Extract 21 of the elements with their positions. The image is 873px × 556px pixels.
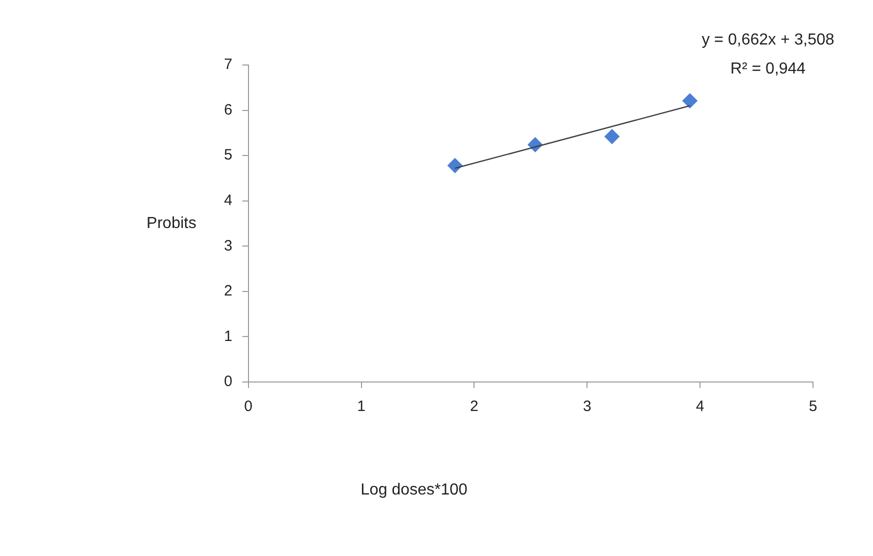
text: y = 0,662x + 3,508 <box>702 31 834 48</box>
y-tick-label: 2 <box>224 282 232 300</box>
x-tick-label: 5 <box>808 398 818 416</box>
x-tick-label: 2 <box>470 398 478 416</box>
point <box>604 129 620 144</box>
point <box>448 158 463 174</box>
x-tick-label: 4 <box>696 398 704 416</box>
y-tick-label: 1 <box>224 328 232 345</box>
x-tick-label: 1 <box>357 398 366 416</box>
x-tick-label: 0 <box>244 398 253 416</box>
y-axis-title: Probits <box>146 214 196 232</box>
y-tick-label: 6 <box>224 101 232 118</box>
y-tick-label: 3 <box>224 237 232 254</box>
x-tick-label: 3 <box>582 398 592 416</box>
y-tick-label: 0 <box>224 373 232 390</box>
y-tick-label: 4 <box>224 192 232 209</box>
point <box>682 93 698 108</box>
y-tick-label: 7 <box>224 56 232 74</box>
x-axis-title: Log doses*100 <box>360 481 468 498</box>
y-tick-label: 5 <box>224 146 232 164</box>
annotation: R² = 0,944 <box>730 60 806 78</box>
